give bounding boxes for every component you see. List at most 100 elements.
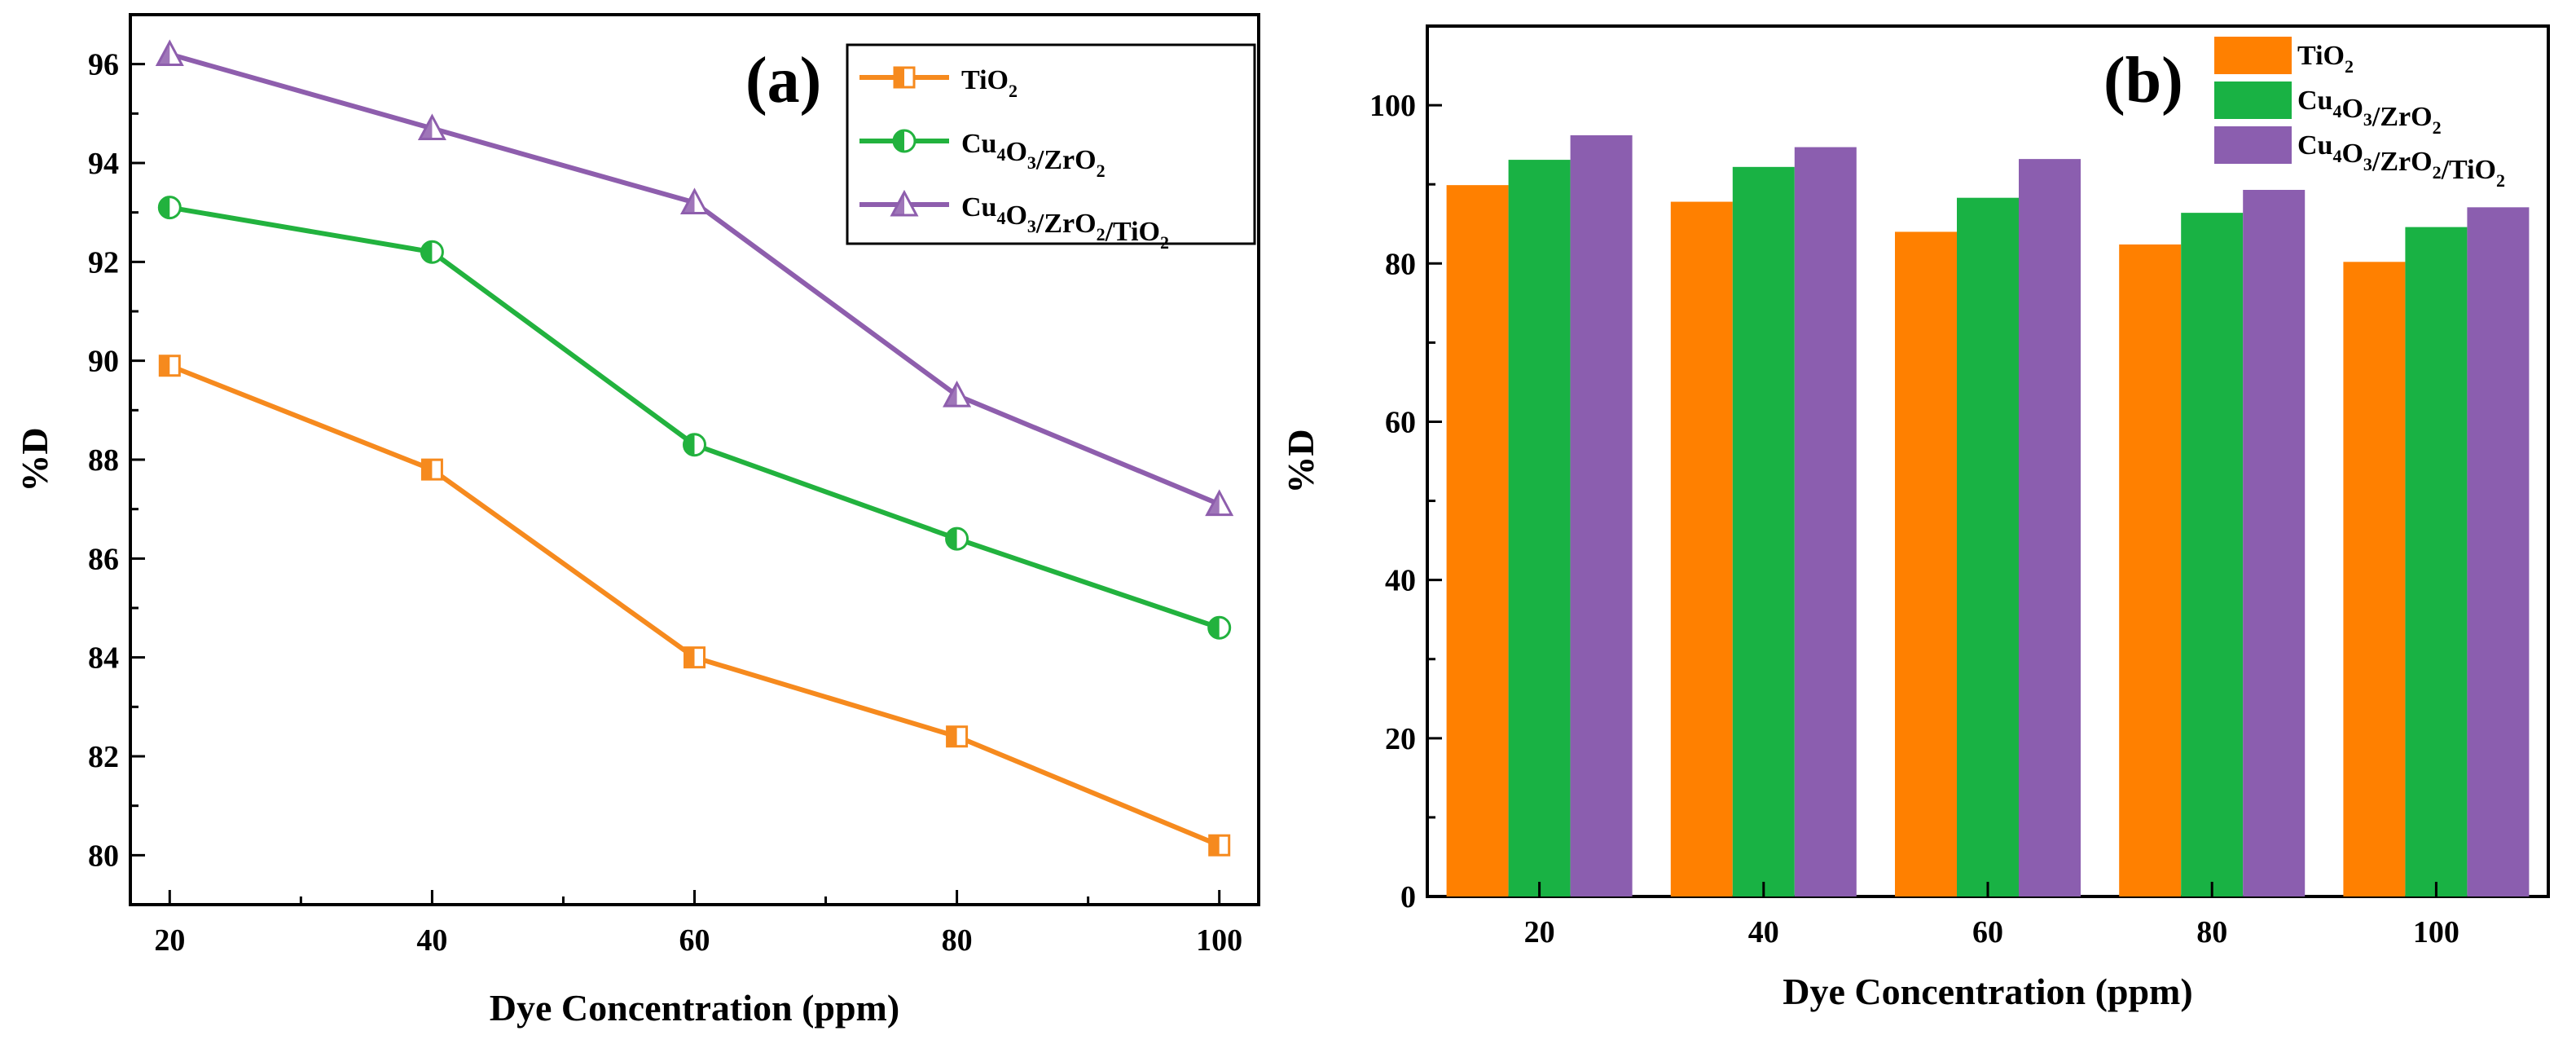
legend-label-b-1: Cu4O3/ZrO2 [2297,86,2442,138]
legend-subscript: 2 [2433,117,2442,138]
legend-text-part: TiO [2297,41,2345,71]
legend-text-part: O [1005,200,1026,231]
series-line-1 [169,205,1220,631]
x-tick-label-b: 40 [1748,915,1779,949]
legend-subscript: 3 [1027,152,1036,173]
bar-2-0 [1570,134,1633,896]
legend-subscript: 2 [2496,170,2505,191]
marker-circle-fill [421,241,433,263]
data-point-0-1 [420,458,443,481]
marker-triangle-fill [157,42,170,65]
x-axis-label-b: Dye Concentration (ppm) [1783,971,2192,1012]
legend-subscript: 2 [1097,224,1106,244]
y-tick-label-b: 80 [1385,247,1416,281]
data-point-1-2 [683,433,706,457]
legend-subscript: 2 [1009,81,1018,101]
data-point-0-3 [946,725,969,748]
marker-triangle-fill [1207,491,1220,515]
legend-subscript: 4 [2332,146,2341,166]
data-point-1-0 [157,196,182,220]
x-tick-label-b: 80 [2196,915,2227,949]
legend-marker-1 [892,129,917,153]
bar-0-0 [1446,185,1509,897]
legend-subscript: 3 [2363,109,2372,130]
x-tick-label-a: 40 [416,923,447,958]
legend-text-part: Cu [961,192,996,222]
y-tick-label-a: 84 [88,641,119,676]
legend-swatch-0 [2214,37,2292,74]
y-tick-label-b: 100 [1369,89,1416,123]
legend-label-0: TiO2 [961,65,1018,101]
bar-1-4 [2405,227,2468,896]
legend-text-part: Cu [2297,86,2332,116]
x-tick-label-a: 100 [1196,923,1242,958]
legend-text-part: O [2341,94,2363,124]
chart-b: 0 20 40 60 80 100 20 40 60 80 100 Dye Concentration… [1280,24,2550,1012]
legend-swatch-1 [2214,81,2292,119]
bar-0-3 [2119,244,2182,896]
y-tick-label-a: 94 [88,147,119,181]
bar-2-2 [2019,159,2081,896]
legend-text-part: O [2341,139,2363,169]
marker-square-fill [684,647,695,667]
y-tick-label-a: 80 [88,839,119,873]
bar-1-2 [1957,197,2019,897]
panel-label-b: (b) [2103,45,2183,117]
legend-subscript: 2 [2345,56,2354,77]
chart-a: 80 82 84 86 88 90 92 94 96 20 40 60 80 100 Dye Concent… [14,13,1260,1029]
legend-subscript: 4 [996,144,1005,165]
data-point-2-1 [417,113,446,141]
data-point-2-4 [1205,489,1234,517]
bar-1-0 [1508,160,1571,897]
bar-2-1 [1794,147,1857,897]
legend-marker-2 [890,189,919,217]
data-point-0-0 [158,355,181,377]
marker-triangle-fill [420,116,433,139]
x-axis-label-a: Dye Concentration (ppm) [490,987,899,1029]
data-point-0-4 [1208,834,1231,857]
legend-label-b-2: Cu4O3/ZrO2/TiO2 [2297,130,2505,191]
legend-label-1: Cu4O3/ZrO2 [961,129,1106,181]
legend-text-part: TiO [961,65,1009,95]
x-tick-label-b: 100 [2413,915,2460,949]
marker-circle-fill [1208,617,1220,639]
legend-label-2: Cu4O3/ZrO2/TiO2 [961,192,1169,253]
legend-text-part: Cu [961,129,996,159]
y-tick-label-b: 60 [1385,405,1416,439]
marker-circle-fill [894,130,904,152]
x-tick-label-a: 20 [154,923,185,958]
data-point-1-4 [1207,615,1232,640]
y-tick-label-b: 40 [1385,564,1416,598]
marker-circle-fill [946,528,957,550]
marker-square-fill [1209,835,1220,856]
legend-subscript: 2 [2433,162,2442,183]
legend-text-part: Cu [2297,130,2332,161]
marker-triangle-fill [682,190,695,214]
y-tick-label-b: 0 [1400,880,1416,914]
y-tick-label-a: 82 [88,740,119,774]
marker-circle-fill [159,196,170,218]
legend-swatch-2 [2214,126,2292,164]
y-tick-label-a: 86 [88,542,119,576]
marker-square-fill [422,460,433,480]
y-tick-label-a: 96 [88,48,119,82]
bar-2-4 [2467,207,2530,896]
legend-subscript: 2 [1160,232,1169,253]
y-axis-label-a: %D [14,427,55,491]
y-tick-label-b: 20 [1385,722,1416,756]
y-tick-label-a: 92 [88,245,119,280]
y-axis-label-b: %D [1280,429,1321,493]
legend-text-part: /TiO [2441,155,2496,185]
data-point-1-1 [420,240,444,264]
panel-label-a: (a) [745,45,821,117]
legend-text-part: /ZrO [2372,147,2433,177]
x-tick-label-a: 80 [942,923,973,958]
data-point-1-3 [945,526,969,551]
legend-marker-0 [893,66,916,89]
bar-1-1 [1732,166,1795,896]
marker-triangle-fill [892,192,904,215]
data-point-2-2 [679,187,710,215]
legend-text-part: /TiO [1105,217,1160,247]
y-tick-label-a: 88 [88,443,119,478]
legend-subscript: 3 [1027,216,1036,236]
